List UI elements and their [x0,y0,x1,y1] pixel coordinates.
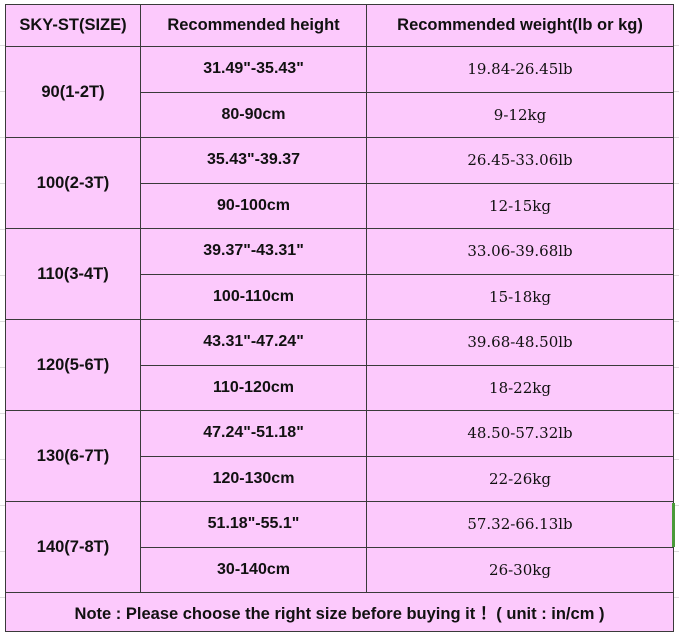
height-inch-cell[interactable]: 39.37"-43.31" [140,228,367,275]
weight-kg-cell[interactable]: 15-18kg [366,273,674,320]
size-row-cm: 100-110cm 15-18kg [6,273,674,320]
cell-selection-border [672,503,675,547]
header-weight[interactable]: Recommended weight(lb or kg) [366,4,674,47]
weight-lb-cell[interactable]: 33.06-39.68lb [366,228,674,275]
size-cell[interactable]: 100(2-3T) [5,137,141,229]
height-inch-cell[interactable]: 43.31"-47.24" [140,319,367,366]
weight-lb-cell[interactable]: 48.50-57.32lb [366,410,674,457]
weight-kg-cell[interactable]: 12-15kg [366,182,674,229]
note-cell[interactable]: Note : Please choose the right size befo… [5,592,674,632]
size-row-inch: 110(3-4T) 39.37"-43.31" 33.06-39.68lb [5,228,674,320]
height-inch-cell[interactable]: 35.43"-39.37 [140,137,367,184]
size-cell[interactable]: 90(1-2T) [5,46,141,138]
height-cm-cell[interactable]: 80-90cm [140,91,367,138]
height-inch-cell[interactable]: 31.49"-35.43" [140,46,367,93]
size-row-cm: 30-140cm 26-30kg [6,546,674,593]
weight-kg-cell[interactable]: 26-30kg [366,546,674,593]
size-row-cm: 80-90cm 9-12kg [6,91,674,138]
size-row-inch: 140(7-8T) 51.18"-55.1" 57.32-66.13lb [5,501,674,593]
size-row-inch: 120(5-6T) 43.31"-47.24" 39.68-48.50lb [5,319,674,411]
header-size[interactable]: SKY-ST(SIZE) [5,4,141,47]
size-cell[interactable]: 140(7-8T) [5,501,141,593]
size-cell[interactable]: 130(6-7T) [5,410,141,502]
size-row-inch: 90(1-2T) 31.49"-35.43" 19.84-26.45lb [5,46,674,138]
weight-lb-cell[interactable]: 39.68-48.50lb [366,319,674,366]
header-height[interactable]: Recommended height [140,4,367,47]
size-cell[interactable]: 110(3-4T) [5,228,141,320]
header-row: SKY-ST(SIZE) Recommended height Recommen… [5,4,674,47]
height-cm-cell[interactable]: 100-110cm [140,273,367,320]
weight-kg-cell[interactable]: 9-12kg [366,91,674,138]
height-cm-cell[interactable]: 30-140cm [140,546,367,593]
weight-kg-cell[interactable]: 22-26kg [366,455,674,502]
size-chart-table: SKY-ST(SIZE) Recommended height Recommen… [5,4,674,632]
height-inch-cell[interactable]: 47.24"-51.18" [140,410,367,457]
size-row-cm: 110-120cm 18-22kg [6,364,674,411]
weight-kg-cell[interactable]: 18-22kg [366,364,674,411]
weight-lb-cell[interactable]: 57.32-66.13lb [366,501,674,548]
weight-lb-cell[interactable]: 26.45-33.06lb [366,137,674,184]
note-row: Note : Please choose the right size befo… [5,592,674,632]
size-row-inch: 100(2-3T) 35.43"-39.37 26.45-33.06lb [5,137,674,229]
height-inch-cell[interactable]: 51.18"-55.1" [140,501,367,548]
height-cm-cell[interactable]: 110-120cm [140,364,367,411]
size-row-cm: 120-130cm 22-26kg [6,455,674,502]
weight-lb-cell[interactable]: 19.84-26.45lb [366,46,674,93]
size-row-inch: 130(6-7T) 47.24"-51.18" 48.50-57.32lb [5,410,674,502]
size-cell[interactable]: 120(5-6T) [5,319,141,411]
height-cm-cell[interactable]: 90-100cm [140,182,367,229]
height-cm-cell[interactable]: 120-130cm [140,455,367,502]
